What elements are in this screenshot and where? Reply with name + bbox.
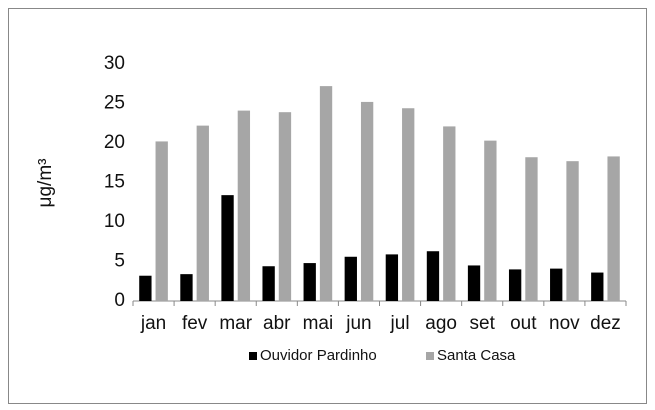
bar [566,161,579,301]
bar [262,266,275,301]
x-tick-label: fev [182,313,208,334]
x-tick-label: dez [590,313,621,334]
y-tick-label: 30 [104,53,125,74]
x-tick-label: jul [390,313,410,334]
x-tick-label: jan [140,313,166,334]
y-tick-label: 15 [104,172,125,193]
x-tick-label: ago [425,313,457,334]
bar [402,108,415,302]
legend-label: Santa Casa [437,347,516,364]
legend-swatch [249,352,257,360]
y-tick-label: 0 [114,290,125,311]
bar [196,125,209,302]
x-tick-label: out [510,313,537,334]
bar [180,274,193,301]
bar [360,101,374,301]
legend-swatch [426,352,434,360]
x-tick-label: abr [263,313,291,334]
bar [550,268,563,301]
bar [139,275,152,301]
x-tick-label: set [470,313,496,334]
x-tick-label: mar [219,313,252,334]
bar [278,112,292,301]
y-tick-label: 20 [104,132,125,153]
bar [426,251,440,301]
y-tick-label: 25 [104,93,125,114]
x-tick-label: mai [303,313,334,334]
x-tick-label: nov [549,313,580,334]
bar [591,272,604,301]
bar [484,140,497,301]
bar [467,265,481,301]
bar [319,86,333,302]
bar [155,141,168,301]
x-tick-label: jun [345,313,371,334]
y-tick-label: 5 [114,251,125,272]
bar [443,126,456,301]
bar [525,157,538,301]
bar [344,256,357,301]
bar [385,254,399,301]
bar [607,156,620,301]
y-axis-label: μg/m³ [35,159,56,208]
bar [237,110,251,301]
y-tick-label: 10 [104,211,125,232]
legend-label: Ouvidor Pardinho [260,347,377,364]
bar [221,195,234,301]
bar [303,263,316,301]
bar [508,269,522,301]
